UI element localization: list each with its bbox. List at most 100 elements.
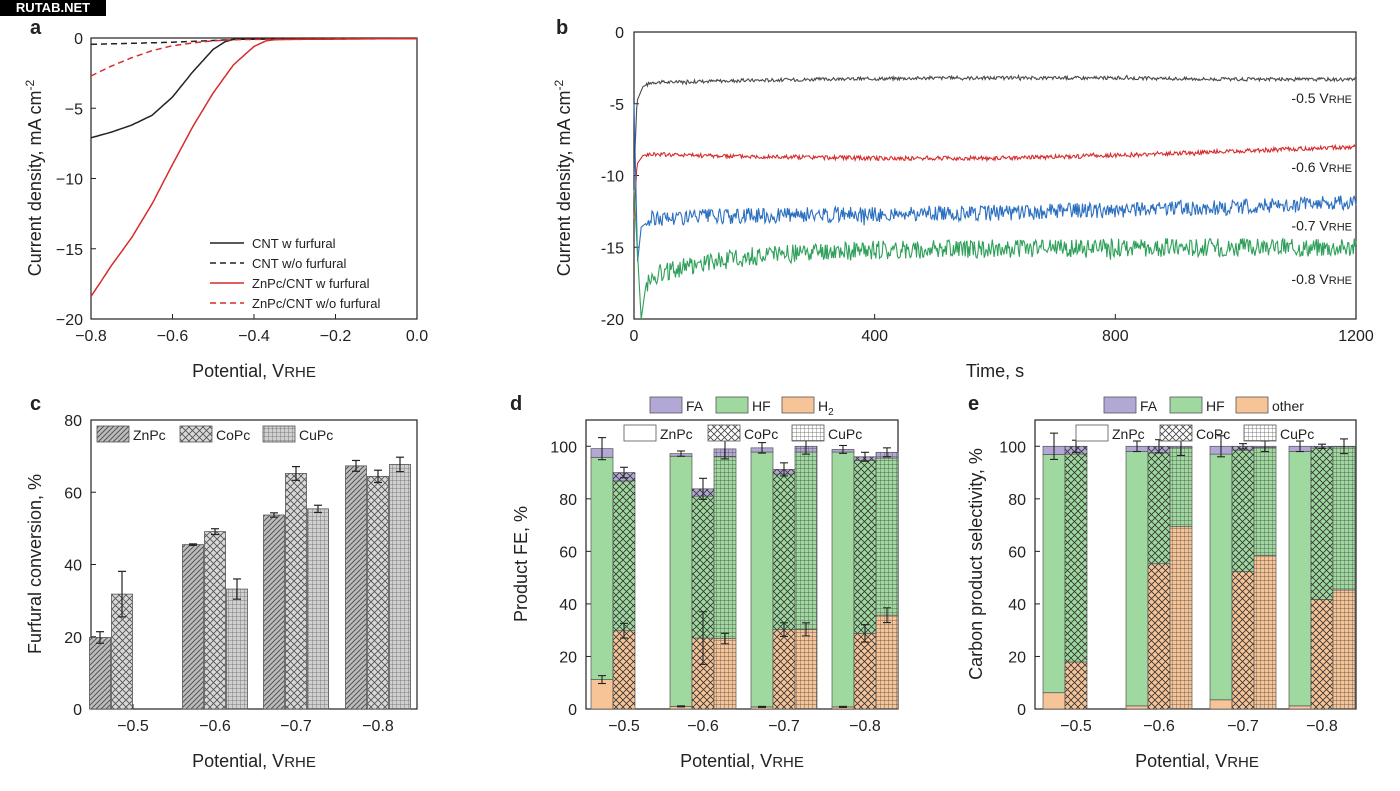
a-xtick-label: −0.6: [157, 328, 189, 345]
b-xtick-label: 0: [630, 328, 639, 345]
a-ytick-label: −5: [65, 101, 83, 118]
e-xtick-label: −0.8: [1306, 718, 1338, 735]
panel-b-ylabel: Current density, mA cm-2: [552, 79, 574, 276]
e-xtick-label: −0.5: [1060, 718, 1092, 735]
d-bar-pattern: [876, 615, 898, 709]
e-bar-pattern: [1311, 448, 1333, 600]
b-series-label: -0.6 VRHE: [1291, 159, 1352, 175]
panel-e-ylabel: Carbon product selectivity, %: [966, 448, 986, 680]
d-legend-label: FA: [686, 398, 704, 414]
b-xtick-label: 800: [1102, 328, 1129, 345]
d-legend-swatch: [715, 396, 749, 414]
c-legend-label: CoPc: [216, 427, 250, 443]
d-bar-pattern: [876, 458, 898, 616]
b-ytick-label: -15: [601, 240, 624, 257]
a-series-line: [90, 37, 417, 297]
e-xtick-label: −0.7: [1227, 718, 1259, 735]
d-ytick-label: 40: [559, 597, 577, 614]
c-ytick-label: 80: [64, 413, 82, 430]
e-frame: [1034, 419, 1357, 710]
e-legend-label: other: [1272, 398, 1304, 414]
e-legend-swatch: [1169, 396, 1203, 414]
d-bar-pattern: [795, 629, 817, 709]
panel-a-ylabel: Current density, mA cm-2: [23, 79, 45, 276]
d-legend-label: ZnPc: [660, 426, 693, 442]
c-bar: [182, 544, 204, 710]
e-legend-swatch: [1243, 424, 1277, 442]
d-bar-pattern: [692, 496, 714, 639]
a-xtick-label: −0.2: [320, 328, 352, 345]
b-xtick-label: 400: [861, 328, 888, 345]
c-bar: [89, 637, 111, 710]
b-series-label: -0.7 VRHE: [1291, 218, 1352, 234]
d-bar-pattern: [692, 638, 714, 709]
panel-c: c Furfural conversion, % Potential, VRHE…: [25, 393, 418, 771]
panel-letter-b: b: [556, 17, 568, 39]
d-bar-pattern: [795, 452, 817, 630]
e-bar-segment: [1042, 454, 1066, 694]
c-xtick-label: −0.8: [362, 718, 394, 735]
e-ytick-label: 80: [1008, 492, 1026, 509]
a-legend-label: CNT w furfural: [252, 236, 336, 251]
a-ytick-label: 0: [74, 31, 83, 48]
panel-a: a Current density, mA cm-2 Potential, VR…: [23, 17, 428, 381]
a-xtick-label: −0.8: [75, 328, 107, 345]
d-ytick-label: 0: [568, 702, 577, 719]
e-xtick-label: −0.6: [1143, 718, 1175, 735]
b-series-label: -0.8 VRHE: [1291, 271, 1352, 287]
d-legend-label: HF: [752, 398, 771, 414]
a-ytick-label: −15: [56, 242, 83, 259]
panel-d-xlabel: Potential, VRHE: [680, 751, 804, 771]
a-legend-label: ZnPc/CNT w furfural: [252, 276, 370, 291]
panel-b: b Current density, mA cm-2 Time, s 0 400 8…: [552, 17, 1374, 381]
d-bar-pattern: [773, 629, 795, 709]
panel-d: d Product FE, % Potential, VRHE 0 20 40 60 8…: [510, 393, 899, 771]
panel-letter-c: c: [30, 393, 41, 415]
c-legend-swatch: [262, 425, 296, 443]
e-bar-pattern: [1311, 599, 1333, 709]
e-ytick-label: 100: [999, 439, 1026, 456]
c-bar: [307, 508, 329, 710]
b-ytick-label: -10: [601, 169, 624, 186]
c-ytick-label: 0: [73, 702, 82, 719]
d-legend-swatch: [649, 396, 683, 414]
e-ytick-label: 60: [1008, 544, 1026, 561]
e-ytick-label: 20: [1008, 649, 1026, 666]
c-legend-label: ZnPc: [133, 427, 166, 443]
c-xtick-label: −0.6: [199, 718, 231, 735]
panel-letter-a: a: [30, 17, 42, 39]
c-ytick-label: 60: [64, 485, 82, 502]
d-ytick-label: 60: [559, 544, 577, 561]
b-ytick-label: -20: [601, 312, 624, 329]
c-bar: [226, 588, 248, 710]
c-legend-label: CuPc: [299, 427, 333, 443]
panel-b-xlabel: Time, s: [966, 361, 1024, 381]
d-legend-swatch: [623, 424, 657, 442]
b-series-line: [633, 143, 1357, 219]
c-bar: [204, 531, 226, 710]
d-bar-pattern: [714, 456, 736, 639]
d-legend-swatch: [791, 424, 825, 442]
panel-e: e Carbon product selectivity, % Potentia…: [966, 393, 1357, 771]
e-bar-segment: [1209, 699, 1233, 710]
d-bar-pattern: [613, 630, 635, 709]
d-legend-swatch: [707, 424, 741, 442]
panel-d-ylabel: Product FE, %: [511, 506, 531, 622]
e-bar-pattern: [1333, 446, 1355, 590]
d-bar-pattern: [714, 638, 736, 709]
e-bar-pattern: [1170, 447, 1192, 527]
a-series-line: [90, 37, 417, 139]
d-xtick-label: −0.5: [608, 718, 640, 735]
e-bar-pattern: [1232, 571, 1254, 709]
a-xtick-label: 0.0: [406, 328, 428, 345]
b-ytick-label: 0: [615, 25, 624, 42]
b-xtick-label: 1200: [1338, 328, 1374, 345]
c-bar: [285, 473, 307, 710]
d-bar-pattern: [854, 633, 876, 709]
b-series-line: [633, 73, 1357, 176]
e-ytick-label: 40: [1008, 597, 1026, 614]
e-legend-label: CoPc: [1196, 426, 1230, 442]
d-bar-pattern: [854, 460, 876, 634]
c-xtick-label: −0.7: [280, 718, 312, 735]
b-ytick-label: -5: [610, 97, 624, 114]
